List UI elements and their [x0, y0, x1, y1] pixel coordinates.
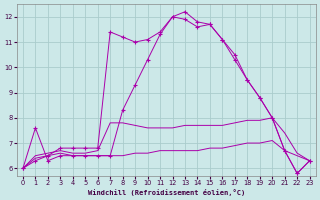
- X-axis label: Windchill (Refroidissement éolien,°C): Windchill (Refroidissement éolien,°C): [88, 189, 245, 196]
